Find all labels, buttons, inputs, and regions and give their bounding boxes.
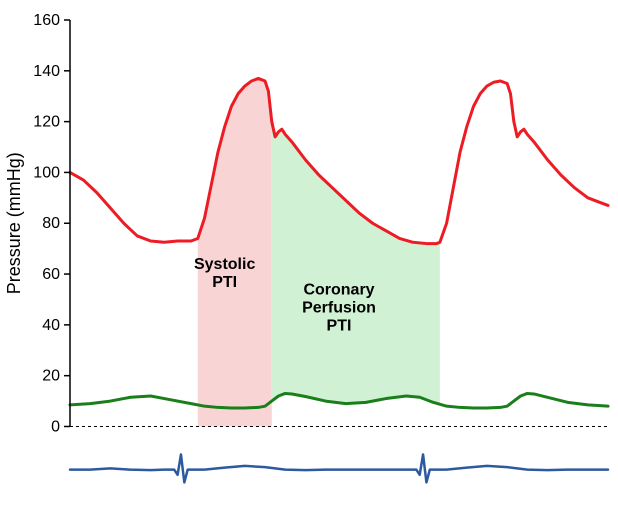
coronary-perfusion-pti-label: Perfusion [302, 299, 376, 316]
coronary-perfusion-pti-label: PTI [327, 317, 352, 334]
systolic-pti-label: PTI [212, 274, 237, 291]
coronary-perfusion-pti-label: Coronary [303, 281, 374, 298]
y-tick-label: 140 [33, 63, 60, 80]
y-tick-label: 40 [42, 317, 60, 334]
y-tick-label: 80 [42, 215, 60, 232]
y-axis-label: Pressure (mmHg) [4, 152, 24, 294]
y-tick-label: 0 [51, 418, 60, 435]
pti-chart: SystolicPTICoronaryPerfusionPTI020406080… [0, 0, 618, 517]
y-tick-label: 120 [33, 114, 60, 131]
y-tick-label: 160 [33, 12, 60, 29]
y-tick-label: 100 [33, 164, 60, 181]
y-tick-label: 60 [42, 266, 60, 283]
systolic-pti-label: Systolic [194, 256, 255, 273]
y-tick-label: 20 [42, 368, 60, 385]
